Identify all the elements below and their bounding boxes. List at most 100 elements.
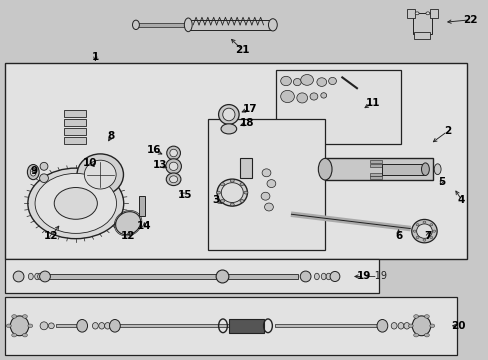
Circle shape	[422, 239, 425, 241]
Ellipse shape	[216, 270, 228, 283]
Ellipse shape	[40, 162, 48, 170]
Text: 15: 15	[177, 190, 192, 200]
Ellipse shape	[169, 149, 177, 157]
Text: 2: 2	[443, 126, 450, 136]
Bar	[382, 164, 423, 175]
Ellipse shape	[280, 90, 294, 103]
Ellipse shape	[411, 220, 436, 243]
Ellipse shape	[314, 273, 319, 280]
Ellipse shape	[433, 164, 440, 175]
Text: 10: 10	[83, 158, 98, 168]
Circle shape	[413, 315, 418, 318]
Circle shape	[28, 324, 33, 328]
Bar	[369, 160, 382, 163]
Ellipse shape	[222, 108, 235, 121]
Ellipse shape	[325, 273, 330, 280]
Text: 17: 17	[242, 104, 257, 114]
Ellipse shape	[30, 168, 36, 176]
Ellipse shape	[77, 154, 123, 195]
Circle shape	[22, 315, 27, 318]
Ellipse shape	[40, 271, 50, 282]
Circle shape	[432, 230, 435, 232]
Bar	[185, 20, 273, 30]
Bar	[139, 196, 145, 216]
Text: 18: 18	[239, 118, 254, 128]
Ellipse shape	[266, 180, 275, 188]
Circle shape	[220, 199, 224, 202]
Circle shape	[12, 333, 17, 337]
Ellipse shape	[329, 271, 339, 282]
Circle shape	[22, 333, 27, 337]
Text: 20: 20	[450, 321, 465, 331]
Ellipse shape	[169, 176, 177, 183]
Circle shape	[415, 237, 418, 239]
Text: 1: 1	[92, 52, 99, 62]
Ellipse shape	[169, 162, 178, 171]
Text: 9: 9	[30, 166, 37, 176]
Bar	[413, 32, 429, 39]
Ellipse shape	[38, 273, 42, 280]
Text: 12: 12	[44, 231, 59, 241]
Ellipse shape	[218, 105, 239, 125]
Ellipse shape	[99, 323, 104, 329]
Ellipse shape	[425, 12, 429, 15]
Ellipse shape	[115, 212, 141, 235]
Bar	[276, 70, 400, 144]
Bar	[63, 119, 85, 126]
Text: 21: 21	[234, 45, 249, 55]
Circle shape	[407, 324, 412, 328]
Ellipse shape	[221, 183, 243, 203]
Ellipse shape	[320, 93, 326, 98]
Ellipse shape	[280, 76, 291, 86]
Bar	[407, 9, 414, 18]
Ellipse shape	[132, 20, 139, 30]
Text: 8: 8	[108, 131, 115, 141]
Circle shape	[429, 237, 432, 239]
Circle shape	[424, 315, 428, 318]
Circle shape	[422, 221, 425, 223]
Ellipse shape	[10, 316, 29, 336]
Bar	[5, 259, 378, 293]
Bar	[63, 137, 85, 144]
Bar	[49, 274, 298, 279]
Circle shape	[6, 324, 11, 328]
Ellipse shape	[109, 320, 120, 332]
Bar	[369, 164, 382, 167]
Ellipse shape	[166, 173, 181, 186]
Ellipse shape	[40, 174, 48, 183]
Text: 11: 11	[365, 98, 379, 108]
Ellipse shape	[262, 169, 270, 177]
Bar	[5, 63, 466, 259]
Ellipse shape	[300, 75, 313, 85]
Ellipse shape	[27, 165, 39, 180]
Ellipse shape	[376, 320, 387, 332]
Ellipse shape	[397, 323, 403, 329]
Ellipse shape	[48, 323, 54, 329]
Bar	[369, 176, 382, 179]
Text: 13: 13	[153, 160, 167, 170]
Ellipse shape	[104, 323, 110, 329]
Ellipse shape	[411, 316, 430, 336]
Circle shape	[230, 179, 234, 182]
Text: 5: 5	[437, 177, 444, 187]
Ellipse shape	[416, 224, 431, 238]
Circle shape	[54, 188, 97, 219]
Ellipse shape	[268, 19, 277, 31]
Ellipse shape	[221, 124, 236, 134]
Ellipse shape	[184, 18, 192, 32]
Circle shape	[12, 315, 17, 318]
Text: 22: 22	[462, 15, 477, 25]
Ellipse shape	[28, 273, 33, 280]
Ellipse shape	[40, 322, 48, 330]
Bar	[56, 324, 78, 327]
Ellipse shape	[77, 320, 87, 332]
Circle shape	[413, 333, 418, 337]
Ellipse shape	[321, 273, 325, 280]
Bar	[239, 158, 251, 178]
Text: 12: 12	[121, 231, 135, 241]
Ellipse shape	[13, 271, 24, 282]
Circle shape	[230, 203, 234, 206]
Text: 3: 3	[212, 195, 219, 205]
Bar	[429, 9, 437, 18]
Ellipse shape	[293, 78, 301, 86]
